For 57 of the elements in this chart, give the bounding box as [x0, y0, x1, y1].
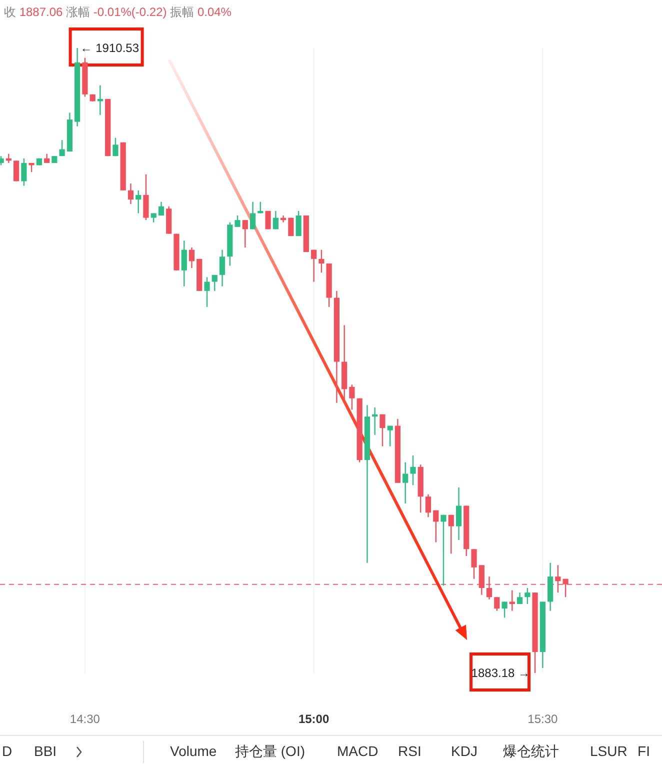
candlestick — [387, 425, 393, 447]
candlestick — [112, 137, 118, 157]
candlestick — [516, 592, 523, 605]
text: BBI — [34, 743, 57, 759]
candlestick — [318, 249, 324, 274]
candlestick — [212, 274, 218, 292]
text: 持仓量 (OI) — [235, 743, 305, 761]
text: LSUR — [590, 743, 628, 759]
text: RSI — [398, 743, 422, 759]
candlestick — [158, 201, 164, 216]
candlestick — [402, 462, 408, 504]
candlestick — [349, 384, 355, 410]
candlestick — [448, 514, 454, 554]
candlestick — [234, 214, 240, 228]
chart-title: 收 1887.06 涨幅 -0.01%(-0.22) 振幅 0.04% — [4, 5, 232, 19]
candlestick — [433, 510, 439, 543]
candlestick — [21, 158, 27, 186]
candlestick — [524, 587, 530, 605]
text: KDJ — [451, 743, 478, 759]
x-tick-label: 15:30 — [528, 712, 558, 726]
candlestick — [143, 174, 149, 221]
candlestick — [471, 548, 477, 580]
candlestick — [59, 139, 65, 157]
text: 爆仓统计 — [503, 743, 559, 761]
candlestick — [486, 576, 492, 600]
candlestick — [478, 564, 484, 596]
x-tick-label: 14:30 — [70, 712, 100, 726]
candlestick — [425, 494, 432, 518]
candlestick — [272, 210, 278, 230]
candlestick — [13, 160, 20, 182]
candlestick — [410, 454, 416, 486]
candlestick — [311, 249, 317, 282]
candlestick — [128, 182, 134, 205]
candlestick — [562, 578, 568, 598]
text: Volume — [170, 743, 217, 759]
candlestick — [181, 240, 187, 287]
candlestick — [296, 210, 302, 237]
candlestick — [242, 219, 248, 248]
candlestick — [44, 153, 50, 164]
candlestick — [555, 564, 561, 594]
candlestick — [250, 201, 256, 230]
text: FI — [638, 743, 650, 759]
candlestick — [440, 514, 446, 586]
candlestick — [204, 276, 210, 308]
annotation: ← 1910.53 — [80, 41, 140, 55]
candlestick — [502, 601, 508, 618]
text: D — [2, 743, 12, 759]
candlestick — [509, 590, 515, 612]
candlestick — [136, 190, 142, 214]
candlestick — [456, 486, 462, 541]
candlestick — [219, 249, 226, 287]
candlestick — [380, 414, 386, 447]
candlestick — [150, 212, 156, 223]
candlestick — [188, 246, 195, 269]
x-tick-label: 15:00 — [298, 712, 330, 726]
text: MACD — [337, 743, 378, 759]
candlestick — [494, 596, 500, 612]
